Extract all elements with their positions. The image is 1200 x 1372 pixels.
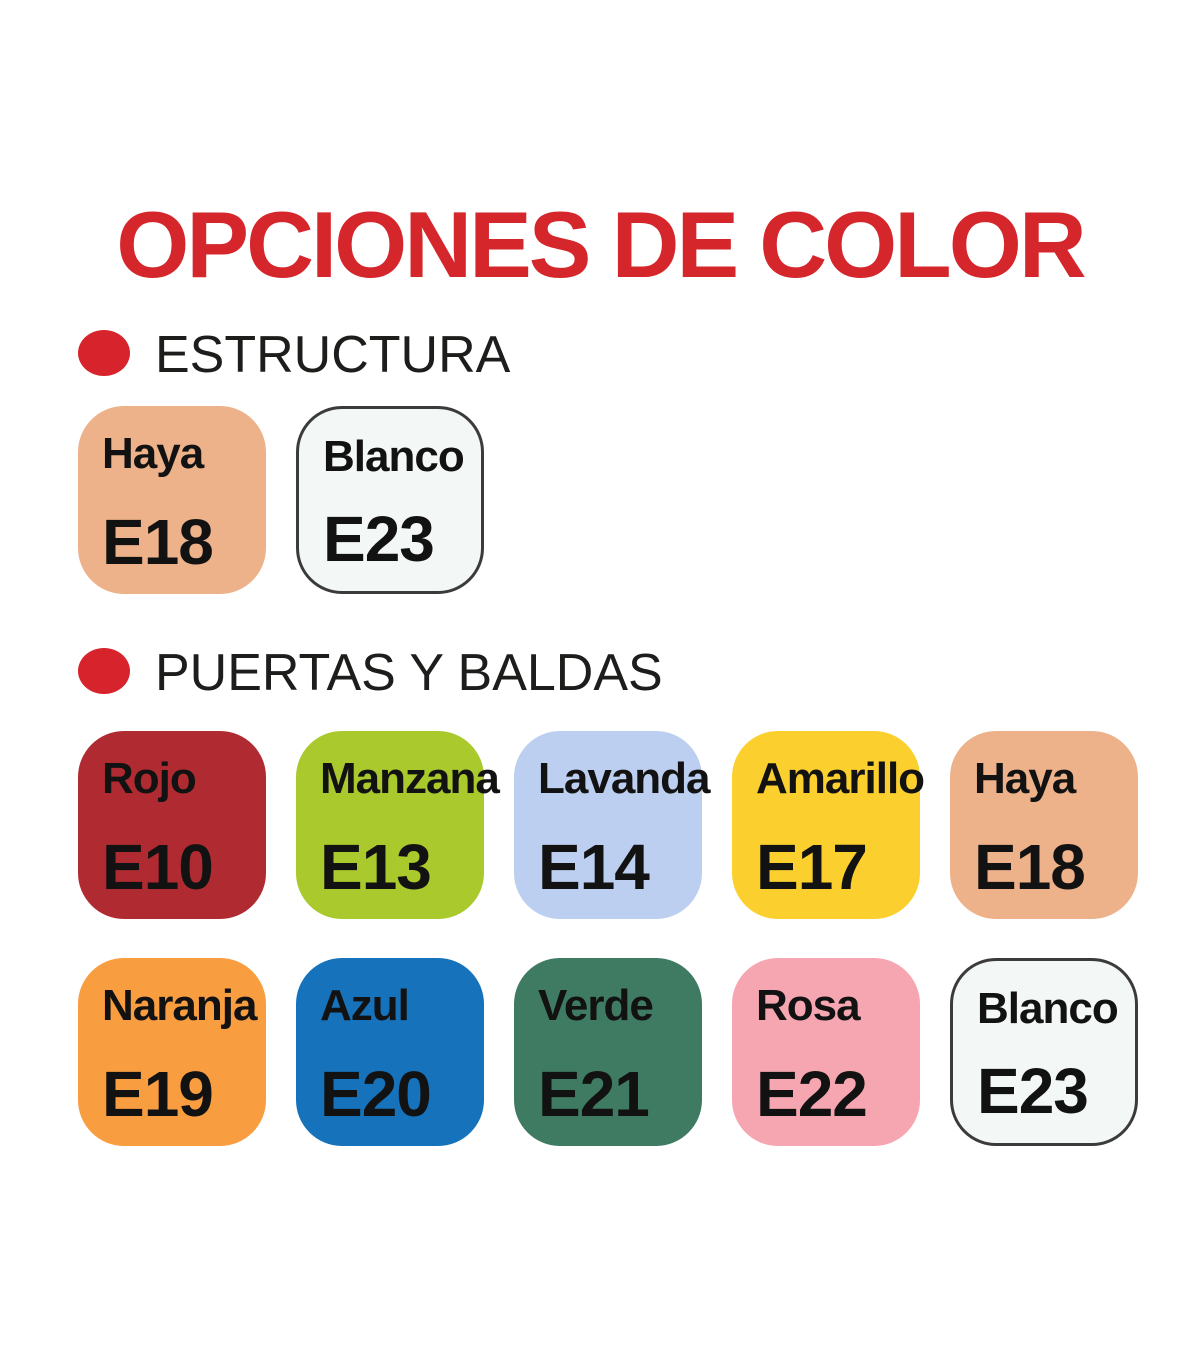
- color-swatch-e17: Amarillo E17: [732, 731, 925, 919]
- section-header-estructura: ESTRUCTURA: [78, 325, 510, 381]
- page-title: OPCIONES DE COLOR: [116, 192, 1086, 297]
- color-swatch-e20: Azul E20: [296, 958, 484, 1146]
- swatch-code-label: E23: [323, 503, 435, 575]
- swatch-name-label: Rojo: [102, 754, 197, 803]
- color-swatch-e13: Manzana E13: [296, 731, 500, 919]
- swatch-code-label: E20: [320, 1058, 432, 1130]
- section-title: ESTRUCTURA: [155, 326, 511, 384]
- swatch-name-label: Lavanda: [538, 754, 711, 803]
- color-swatch-e21: Verde E21: [514, 958, 702, 1146]
- puertas-y-baldas-swatch-grid: Rojo E10 Manzana E13 Lavanda E14 Amarillo E17 Ha…: [78, 731, 1138, 1146]
- color-swatch-e19: Naranja E19: [78, 958, 266, 1146]
- swatch-name-label: Blanco: [977, 984, 1119, 1033]
- color-swatch-e23: Blanco E23: [950, 958, 1138, 1146]
- red-dot-icon: [78, 330, 130, 376]
- swatch-code-label: E23: [977, 1055, 1089, 1127]
- swatch-name-label: Blanco: [323, 432, 465, 481]
- swatch-name-label: Rosa: [756, 981, 861, 1030]
- swatch-code-label: E21: [538, 1058, 650, 1130]
- swatch-code-label: E18: [102, 506, 214, 578]
- swatch-name-label: Haya: [102, 429, 204, 478]
- color-swatch-e22: Rosa E22: [732, 958, 920, 1146]
- color-swatch-e14: Lavanda E14: [514, 731, 711, 919]
- color-swatch-e18: Haya E18: [78, 406, 266, 594]
- swatch-name-label: Manzana: [320, 754, 500, 803]
- swatch-code-label: E19: [102, 1058, 214, 1130]
- section-header-puertas-y-baldas: PUERTAS Y BALDAS: [78, 643, 663, 699]
- color-swatch-e18: Haya E18: [950, 731, 1138, 919]
- estructura-swatch-grid: Haya E18 Blanco E23: [78, 406, 1138, 594]
- swatch-code-label: E13: [320, 831, 432, 903]
- section-title: PUERTAS Y BALDAS: [155, 644, 663, 702]
- swatch-code-label: E18: [974, 831, 1086, 903]
- color-swatch-e10: Rojo E10: [78, 731, 266, 919]
- swatch-name-label: Haya: [974, 754, 1076, 803]
- swatch-name-label: Azul: [320, 981, 410, 1030]
- swatch-code-label: E14: [538, 831, 650, 903]
- swatch-name-label: Naranja: [102, 981, 257, 1030]
- swatch-code-label: E10: [102, 831, 214, 903]
- swatch-code-label: E22: [756, 1058, 868, 1130]
- swatch-code-label: E17: [756, 831, 868, 903]
- red-dot-icon: [78, 648, 130, 694]
- swatch-name-label: Verde: [538, 981, 654, 1030]
- color-swatch-e23: Blanco E23: [296, 406, 484, 594]
- swatch-name-label: Amarillo: [756, 754, 925, 803]
